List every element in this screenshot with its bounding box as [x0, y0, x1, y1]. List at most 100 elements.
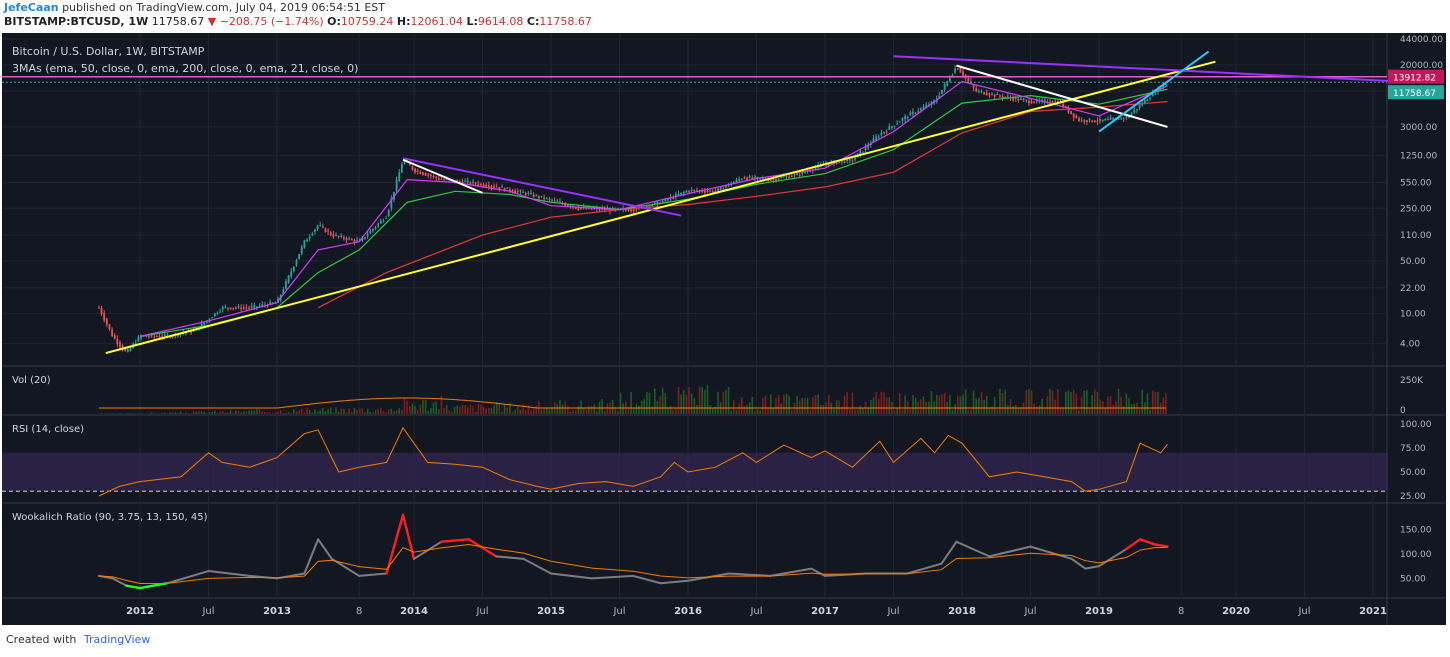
volume-tick-label: 0 — [1400, 406, 1406, 416]
volume-bar — [648, 393, 651, 414]
candle-body — [98, 307, 100, 309]
candle-body — [432, 175, 435, 177]
volume-bar — [1128, 398, 1130, 414]
last-price: 11758.67 — [151, 15, 205, 28]
candle-body — [732, 182, 735, 184]
candle-body — [221, 306, 224, 310]
volume-bar — [311, 412, 314, 414]
volume-bar — [303, 412, 306, 414]
candle-body — [374, 226, 377, 229]
volume-bar — [941, 394, 943, 414]
volume-bar — [1107, 396, 1109, 414]
candle-body — [524, 192, 527, 195]
volume-bar — [401, 409, 403, 414]
candle-body — [1093, 120, 1096, 123]
candle-body — [116, 338, 119, 344]
candle-body — [748, 176, 751, 178]
x-tick-label: 2020 — [1222, 606, 1250, 617]
candle-body — [361, 237, 364, 242]
chart-svg[interactable]: 44000.0020000.009000.003000.001250.00550… — [2, 33, 1446, 625]
wookalich-segment — [1125, 538, 1142, 551]
candle-body — [624, 209, 627, 211]
candle-body — [912, 111, 914, 115]
candle-body — [395, 179, 398, 191]
volume-bar — [930, 390, 933, 414]
chart-area[interactable]: 44000.0020000.009000.003000.001250.00550… — [2, 33, 1446, 625]
volume-bar — [206, 413, 208, 414]
candle-body — [332, 234, 335, 237]
y-tick-label: 10.00 — [1400, 310, 1426, 320]
candle-body — [121, 345, 124, 350]
volume-bar — [667, 407, 669, 414]
candle-body — [350, 239, 353, 241]
candle-body — [422, 172, 424, 175]
candle-body — [896, 123, 899, 125]
candle-body — [1112, 117, 1115, 120]
volume-bar — [783, 394, 785, 414]
volume-bar — [335, 407, 337, 414]
candle-body — [150, 334, 153, 337]
wookalich-tick-label: 100.00 — [1400, 550, 1432, 560]
candle-body — [493, 186, 495, 188]
volume-bar — [751, 396, 754, 414]
x-tick-label: Jul — [749, 606, 762, 617]
volume-bar — [361, 408, 364, 414]
candle-body — [1004, 96, 1007, 98]
candle-body — [261, 304, 264, 306]
volume-bar — [1012, 406, 1014, 414]
candle-body — [880, 132, 883, 136]
candle-body — [999, 95, 1001, 97]
chart-title: Bitcoin / U.S. Dollar, 1W, BITSTAMP — [12, 45, 205, 58]
candle-body — [424, 173, 427, 176]
candle-body — [946, 80, 949, 86]
rsi-tick-label: 75.00 — [1400, 444, 1426, 454]
candle-body — [509, 189, 511, 191]
volume-bar — [640, 400, 643, 414]
resistance-price-label: 13912.82 — [1393, 74, 1436, 84]
candle-body — [519, 190, 522, 192]
volume-bar — [535, 405, 538, 414]
candle-body — [535, 195, 538, 197]
volume-bar — [316, 411, 319, 414]
volume-bar — [214, 410, 216, 414]
volume-bar — [617, 411, 619, 414]
volume-bar — [935, 394, 938, 414]
candle-body — [967, 78, 970, 82]
candle-body — [285, 281, 287, 289]
volume-bar — [962, 394, 964, 414]
candle-body — [240, 307, 243, 310]
open-label: O: — [327, 15, 341, 28]
tradingview-logo[interactable]: TradingView — [83, 633, 151, 646]
volume-bar — [258, 409, 261, 414]
volume-bar — [638, 405, 640, 414]
volume-bar — [709, 405, 711, 414]
candle-body — [456, 180, 459, 182]
volume-bar — [340, 408, 343, 414]
volume-bar — [630, 392, 632, 414]
candle-body — [630, 209, 632, 212]
volume-bar — [443, 407, 445, 414]
y-tick-label: 22.00 — [1400, 284, 1426, 294]
candle-body — [783, 176, 785, 178]
candle-body — [1083, 120, 1086, 122]
candle-body — [693, 189, 696, 191]
volume-bar — [137, 413, 140, 414]
candle-body — [137, 336, 140, 342]
volume-bar — [329, 407, 332, 414]
candle-body — [527, 193, 530, 195]
volume-bar — [904, 395, 906, 414]
candle-body — [495, 186, 498, 188]
volume-bar — [735, 409, 738, 414]
volume-bars-group — [98, 385, 1167, 414]
candle-body — [962, 71, 964, 77]
last-price-tag — [1388, 85, 1444, 100]
volume-bar — [219, 411, 221, 414]
candle-body — [632, 209, 635, 212]
volume-bar — [801, 397, 804, 414]
candle-body — [1096, 120, 1099, 122]
candle-body — [840, 160, 843, 162]
volume-bar — [493, 405, 495, 414]
candle-body — [111, 329, 113, 337]
author-link[interactable]: JefeCaan — [4, 1, 59, 14]
y-tick-label: 50.00 — [1400, 257, 1426, 267]
